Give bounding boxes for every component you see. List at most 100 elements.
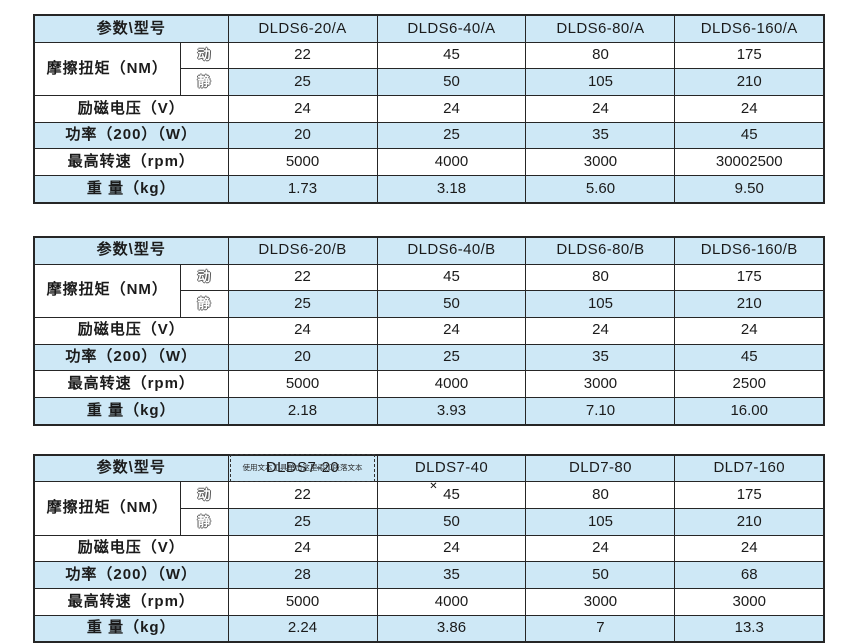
model-header: DLD7-80 — [525, 454, 676, 483]
value-cell: 50 — [525, 561, 676, 590]
value-cell: 3.93 — [376, 396, 527, 426]
torque-dynamic-row: 摩擦扭矩（NM） 动 22 45 80 175 — [33, 41, 825, 97]
model-header: DLDS6-20/B — [227, 236, 378, 265]
value-cell: 45 — [376, 263, 527, 292]
value-cell: 4000 — [376, 148, 527, 177]
voltage-label: 励磁电压（V） — [33, 316, 229, 345]
value-cell: 50 — [376, 290, 527, 318]
static-sublabel: 静 — [179, 508, 229, 536]
header-row: 参数\型号 DLDS7-20 使用文本工具单击这里添加段落文本 DLDS7-40… — [33, 453, 825, 483]
value-cell: 5.60 — [525, 175, 676, 204]
value-cell: 24 — [674, 316, 825, 345]
value-cell: 210 — [674, 290, 825, 318]
value-cell: 175 — [674, 263, 825, 292]
power-row: 功率（200）（W） 28 35 50 68 — [33, 561, 825, 590]
value-cell: 24 — [227, 95, 378, 123]
value-cell: 5000 — [227, 148, 378, 177]
value-cell: 28 — [227, 561, 378, 590]
value-cell: 45 ✕ — [376, 481, 527, 509]
dynamic-sublabel: 动 — [179, 263, 229, 292]
value-cell: 4000 — [376, 370, 527, 398]
value-cell: 210 — [674, 68, 825, 97]
voltage-label: 励磁电压（V） — [33, 95, 229, 123]
model-header: DLDS6-80/B — [525, 236, 676, 265]
torque-static-row: 静 25 50 105 210 — [34, 508, 825, 536]
value-cell: 45 — [376, 41, 527, 70]
voltage-label: 励磁电压（V） — [33, 534, 229, 563]
value-cell: 2.18 — [227, 396, 378, 426]
value-cell: 35 — [376, 561, 527, 590]
value-cell: 3.86 — [376, 614, 527, 643]
cursor-x-mark[interactable]: ✕ — [429, 481, 438, 493]
value-cell: 35 — [525, 121, 676, 150]
static-sublabel: 静 — [179, 290, 229, 318]
torque-static-row: 静 25 50 105 210 — [34, 68, 825, 97]
weight-row: 重 量（kg） 1.73 3.18 5.60 9.50 — [33, 175, 825, 204]
value-cell: 175 — [674, 481, 825, 509]
power-label: 功率（200）（W） — [33, 561, 229, 590]
model-header: DLDS6-40/A — [376, 14, 527, 43]
value-cell: 22 — [227, 41, 378, 70]
value-cell: 5000 — [227, 588, 378, 616]
header-row: 参数\型号 DLDS6-20/A DLDS6-40/A DLDS6-80/A D… — [33, 14, 825, 43]
spec-table-dlds6a: 参数\型号 DLDS6-20/A DLDS6-40/A DLDS6-80/A D… — [33, 14, 825, 204]
weight-row: 重 量（kg） 2.18 3.93 7.10 16.00 — [33, 396, 825, 426]
value-cell: 24 — [376, 95, 527, 123]
value-cell: 175 — [674, 41, 825, 70]
value-cell: 25 — [227, 68, 378, 97]
spec-sheet: 参数\型号 DLDS6-20/A DLDS6-40/A DLDS6-80/A D… — [33, 14, 825, 643]
value-cell: 13.3 — [674, 614, 825, 643]
torque-label: 摩擦扭矩（NM） — [33, 41, 181, 97]
value-cell: 7 — [525, 614, 676, 643]
value-cell: 3000 — [674, 588, 825, 616]
header-row: 参数\型号 DLDS6-20/B DLDS6-40/B DLDS6-80/B D… — [33, 236, 825, 265]
value-cell: 30002500 — [674, 148, 825, 177]
value-cell: 2.24 — [227, 614, 378, 643]
value-cell: 20 — [227, 121, 378, 150]
weight-row: 重 量（kg） 2.24 3.86 7 13.3 — [33, 614, 825, 643]
text-annotation-box[interactable] — [229, 453, 375, 483]
speed-row: 最高转速（rpm） 5000 4000 3000 3000 — [33, 588, 825, 616]
power-row: 功率（200）（W） 20 25 35 45 — [33, 343, 825, 372]
speed-row: 最高转速（rpm） 5000 4000 3000 2500 — [33, 370, 825, 398]
model-header: DLDS7-40 — [376, 454, 527, 483]
corner-label: 参数\型号 — [33, 236, 229, 265]
value-cell: 4000 — [376, 588, 527, 616]
value-cell: 24 — [376, 316, 527, 345]
value-cell: 210 — [674, 508, 825, 536]
weight-label: 重 量（kg） — [33, 614, 229, 643]
model-header: DLDS6-160/A — [674, 14, 825, 43]
value-cell: 80 — [525, 41, 676, 70]
value-cell: 25 — [376, 121, 527, 150]
value-cell: 22 — [227, 481, 378, 509]
value-cell: 16.00 — [674, 396, 825, 426]
value-cell: 35 — [525, 343, 676, 372]
value-cell: 3000 — [525, 370, 676, 398]
value-cell: 105 — [525, 290, 676, 318]
spec-table-dlds6b: 参数\型号 DLDS6-20/B DLDS6-40/B DLDS6-80/B D… — [33, 235, 825, 426]
value-cell: 105 — [525, 508, 676, 536]
watermark-text: 使用文本工具单击这里添加段落文本 — [242, 464, 363, 473]
torque-label: 摩擦扭矩（NM） — [33, 263, 181, 318]
torque-dynamic-row: 摩擦扭矩（NM） 动 22 45 ✕ 80 175 — [33, 481, 825, 536]
model-header: DLDS6-40/B — [376, 236, 527, 265]
value-cell: 24 — [674, 534, 825, 563]
value-cell: 3000 — [525, 148, 676, 177]
value-cell: 3.18 — [376, 175, 527, 204]
speed-row: 最高转速（rpm） 5000 4000 3000 30002500 — [33, 148, 825, 177]
model-header-annotated: DLDS7-20 使用文本工具单击这里添加段落文本 — [227, 453, 378, 483]
model-header: DLDS7-20 — [265, 459, 340, 477]
value-cell: 7.10 — [525, 396, 676, 426]
model-header: DLDS6-160/B — [674, 236, 825, 265]
dynamic-sublabel: 动 — [179, 41, 229, 70]
static-sublabel: 静 — [179, 68, 229, 97]
value-cell: 1.73 — [227, 175, 378, 204]
value-cell: 24 — [525, 95, 676, 123]
value-cell: 25 — [227, 290, 378, 318]
value-text: 45 — [443, 485, 460, 503]
value-cell: 24 — [227, 316, 378, 345]
model-header: DLDS6-20/A — [227, 14, 378, 43]
value-cell: 24 — [376, 534, 527, 563]
power-label: 功率（200）（W） — [33, 343, 229, 372]
voltage-row: 励磁电压（V） 24 24 24 24 — [33, 534, 825, 563]
